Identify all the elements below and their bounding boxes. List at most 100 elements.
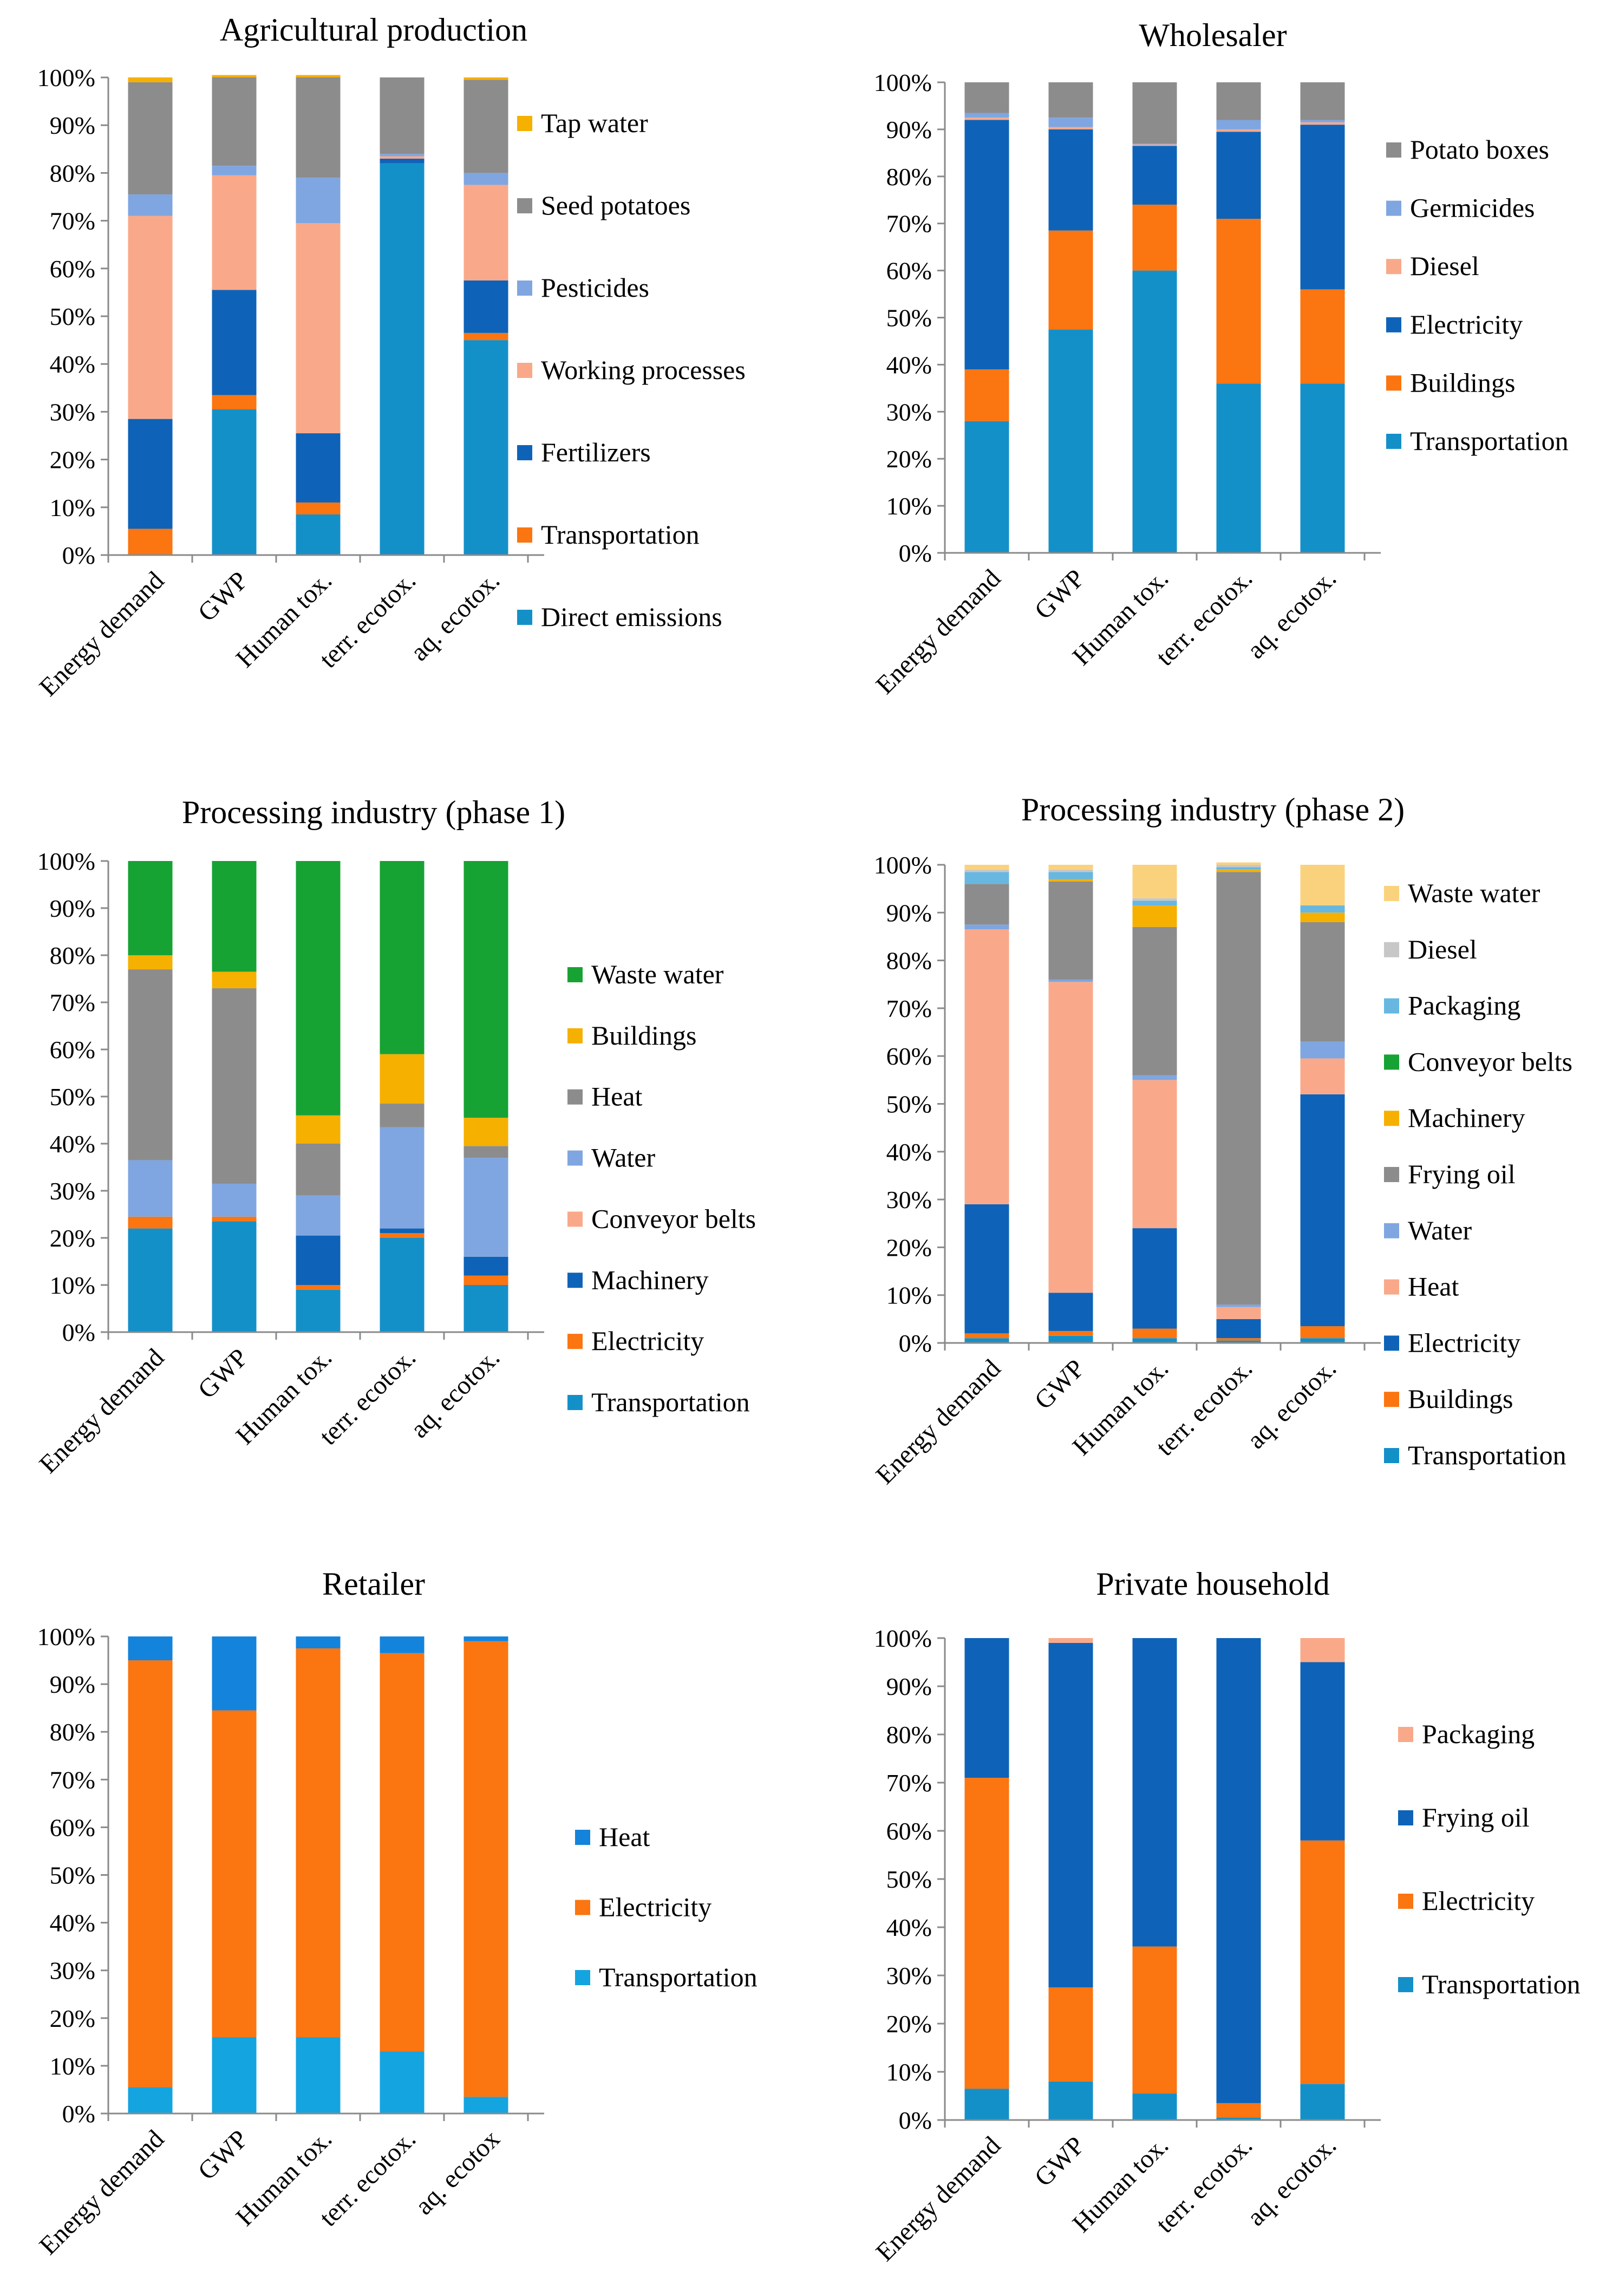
bar-segment [128,2087,173,2114]
y-tick-label: 90% [50,1671,95,1698]
bar-segment [964,869,1009,872]
y-tick-label: 70% [50,989,95,1016]
bar-segment [1216,869,1261,872]
legend-label: Heat [1408,1271,1459,1302]
bar-segment [1048,329,1093,553]
legend-label: Conveyor belts [1408,1046,1572,1077]
y-tick-label: 50% [886,1091,932,1118]
legend-label: Transportation [599,1962,758,1992]
legend-label: Waste water [591,959,724,989]
legend-label: Conveyor belts [591,1203,756,1234]
bar-segment [296,178,341,224]
y-tick-label: 20% [886,2010,932,2038]
bar-segment [128,419,173,529]
y-tick-label: 50% [886,1866,932,1893]
bar-segment [1048,1987,1093,2082]
bar-segment [463,1285,508,1332]
bar-segment [296,2037,341,2114]
bar-segment [380,861,425,1054]
legend-item: Transportation [1398,1969,1581,1999]
y-tick-label: 50% [50,303,95,330]
bar-segment [1048,1642,1093,1988]
y-tick-label: 80% [50,1718,95,1746]
x-tick-label: aq. ecotox. [405,566,505,666]
legend-swatch [1398,1894,1413,1909]
y-tick-label: 80% [886,163,932,191]
bar-segment [1048,2081,1093,2120]
y-tick-label: 20% [886,1234,932,1261]
bar-segment [212,971,257,988]
legend-swatch [567,1028,583,1043]
legend-item: Waste water [1384,878,1540,908]
legend-swatch [1384,1054,1399,1070]
chart-panel-5: Retailer 0% 10% 20% 30% 40% 50% 60% 70% 80% 90% 100… [34,1566,757,2260]
bar-segment [212,861,257,972]
y-tick-label: 30% [50,1957,95,1985]
bar-segment [463,1158,508,1257]
x-tick-label: GWP [192,1343,253,1404]
bar-segment [128,1216,173,1229]
y-tick-label: 70% [886,210,932,238]
chart-panel-2: Wholesaler 0% 10% 20% 30% 40% 50% 60% 70% 80% 90% 1… [870,17,1568,700]
bar-segment [212,1710,257,2038]
legend-item: Tap water [517,108,648,138]
legend-label: Transportation [1410,426,1569,456]
y-tick-label: 70% [50,207,95,235]
legend-label: Electricity [1422,1886,1535,1916]
y-tick-label: 40% [50,1130,95,1158]
legend-item: Potato boxes [1386,134,1549,165]
legend-item: Transportation [575,1962,758,1992]
legend-item: Heat [575,1822,650,1852]
bar-segment [1132,927,1177,1075]
legend-swatch [575,1830,590,1845]
bar-segment [964,865,1009,870]
legend-item: Buildings [567,1020,696,1051]
bar-segment [463,1636,508,1641]
y-tick-label: 60% [50,1814,95,1841]
bar-segment [212,175,257,290]
bar-segment [1300,865,1345,906]
legend-swatch [1384,1111,1399,1126]
bar-segment [1216,1307,1261,1319]
bar-segment [1048,979,1093,982]
legend-label: Diesel [1410,251,1479,281]
y-tick-label: 40% [886,1914,932,1941]
y-tick-label: 50% [50,1083,95,1111]
bar-segment [1216,219,1261,384]
bar-segment [380,156,425,159]
legend-item: Electricity [1384,1327,1520,1358]
legend-swatch [1384,998,1399,1014]
bar-segment [463,1118,508,1146]
bar-segment [1048,879,1093,882]
legend-item: Water [567,1143,655,1173]
bar-segment [1132,1228,1177,1329]
bar-segment [1300,922,1345,1042]
legend-item: Transportation [517,519,700,550]
bar-segment [212,1183,257,1217]
bar-segment [463,280,508,333]
bar-segment [128,1160,173,1217]
bar-segment [1300,1094,1345,1327]
bar-segment [1048,982,1093,1293]
legend-label: Heat [599,1822,650,1852]
legend-item: Fertilizers [517,437,651,467]
y-tick-label: 100% [37,64,95,92]
legend-label: Waste water [1408,878,1540,908]
chart-title: Processing industry (phase 2) [1021,792,1405,827]
bar-segment [1216,2117,1261,2120]
chart-panel-1: Agricultural production 0% 10% 20% 30% 40% 50%… [34,12,745,702]
bar-segment [1132,901,1177,906]
bar-segment [1048,1293,1093,1331]
legend-item: Waste water [567,959,724,989]
legend-label: Electricity [1410,309,1523,340]
bar-segment [380,1104,425,1127]
legend-item: Transportation [567,1387,750,1417]
legend-swatch [567,967,583,982]
x-tick-label: GWP [1029,564,1090,625]
x-tick-label: GWP [1029,2131,1090,2192]
y-tick-label: 100% [874,69,932,96]
legend-item: Working processes [517,355,746,385]
legend-item: Conveyor belts [567,1203,756,1234]
legend-item: Frying oil [1384,1159,1516,1189]
legend-item: Heat [567,1081,642,1112]
